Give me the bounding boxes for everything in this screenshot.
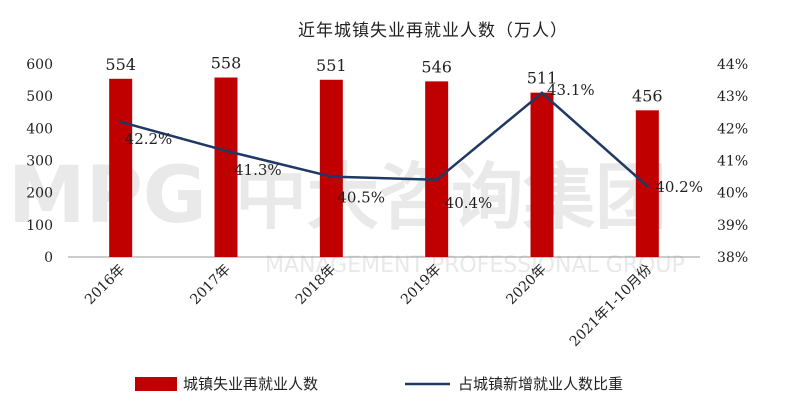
bar-value-label: 546	[421, 57, 452, 76]
right-axis: 38% 39% 40% 41% 42% 43% 44%	[717, 57, 748, 266]
legend-bar-label: 城镇失业再就业人数	[183, 375, 318, 393]
left-tick-label: 400	[26, 121, 53, 137]
line-point	[119, 120, 123, 124]
bar-value-label: 511	[527, 69, 558, 88]
right-tick-label: 42%	[717, 121, 748, 137]
bar-value-label: 456	[632, 86, 663, 105]
bar-labels: 554 558 551 546 511 456	[105, 54, 662, 106]
left-tick-label: 0	[44, 250, 53, 266]
bar-value-label: 554	[105, 55, 136, 74]
bar-value-label: 558	[211, 54, 242, 73]
line-value-label: 40.2%	[655, 178, 703, 196]
bar-series	[109, 77, 659, 258]
line-value-label: 42.2%	[125, 130, 173, 148]
bar	[109, 78, 133, 258]
line-value-label: 40.5%	[337, 189, 385, 207]
line-point	[224, 149, 228, 153]
svg-text:MPG: MPG	[8, 151, 207, 241]
bar	[319, 79, 343, 258]
left-tick-label: 600	[26, 57, 53, 73]
line-labels: 42.2% 41.3% 40.5% 40.4% 43.1% 40.2%	[125, 81, 703, 212]
line-point	[329, 175, 333, 179]
bar	[214, 77, 238, 257]
line-value-label: 41.3%	[234, 161, 282, 179]
legend-line-label: 占城镇新增就业人数比重	[458, 375, 623, 393]
right-tick-label: 39%	[717, 218, 748, 234]
right-tick-label: 44%	[717, 57, 748, 73]
line-value-label: 43.1%	[547, 81, 595, 99]
left-tick-label: 200	[26, 186, 53, 202]
line-series	[119, 91, 649, 188]
chart-title: 近年城镇失业再就业人数（万人）	[298, 21, 568, 41]
right-tick-label: 41%	[717, 154, 748, 170]
right-tick-label: 40%	[717, 186, 748, 202]
left-tick-label: 300	[26, 154, 53, 170]
legend: 城镇失业再就业人数 占城镇新增就业人数比重	[135, 375, 623, 393]
left-tick-label: 500	[26, 89, 53, 105]
left-tick-label: 100	[26, 218, 53, 234]
line-point	[645, 184, 649, 188]
bar	[635, 110, 659, 257]
legend-bar-swatch	[135, 377, 177, 391]
bar	[530, 92, 554, 258]
line-point	[540, 91, 544, 95]
line-path	[120, 91, 649, 188]
bar-value-label: 551	[316, 56, 347, 75]
left-axis: 0 100 200 300 400 500 600	[26, 57, 53, 266]
right-tick-label: 43%	[717, 89, 748, 105]
x-tick-label: 2016年	[82, 262, 128, 308]
right-tick-label: 38%	[717, 250, 748, 266]
bar	[425, 81, 449, 258]
line-point	[435, 178, 439, 182]
x-tick-label: 2017年	[187, 262, 233, 308]
line-value-label: 40.4%	[445, 194, 493, 212]
